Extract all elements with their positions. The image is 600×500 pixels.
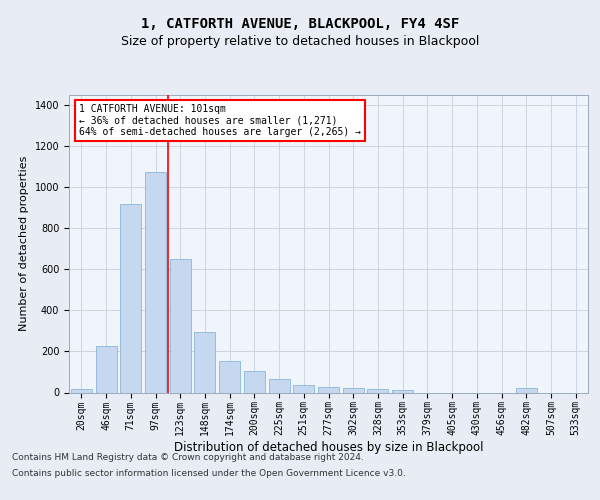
Bar: [516, 388, 537, 392]
Bar: [219, 360, 240, 392]
Text: Contains HM Land Registry data © Crown copyright and database right 2024.: Contains HM Land Registry data © Crown c…: [12, 454, 364, 462]
Bar: [293, 386, 314, 392]
Bar: [194, 332, 215, 392]
Bar: [244, 371, 265, 392]
Bar: [145, 172, 166, 392]
Bar: [367, 390, 388, 392]
Text: Contains public sector information licensed under the Open Government Licence v3: Contains public sector information licen…: [12, 468, 406, 477]
Bar: [95, 346, 116, 393]
Bar: [392, 390, 413, 392]
Y-axis label: Number of detached properties: Number of detached properties: [19, 156, 29, 332]
Text: Size of property relative to detached houses in Blackpool: Size of property relative to detached ho…: [121, 35, 479, 48]
Text: 1 CATFORTH AVENUE: 101sqm
← 36% of detached houses are smaller (1,271)
64% of se: 1 CATFORTH AVENUE: 101sqm ← 36% of detac…: [79, 104, 361, 137]
X-axis label: Distribution of detached houses by size in Blackpool: Distribution of detached houses by size …: [174, 441, 483, 454]
Bar: [120, 204, 141, 392]
Bar: [170, 259, 191, 392]
Bar: [71, 390, 92, 392]
Bar: [343, 388, 364, 392]
Bar: [318, 388, 339, 392]
Text: 1, CATFORTH AVENUE, BLACKPOOL, FY4 4SF: 1, CATFORTH AVENUE, BLACKPOOL, FY4 4SF: [141, 18, 459, 32]
Bar: [269, 379, 290, 392]
